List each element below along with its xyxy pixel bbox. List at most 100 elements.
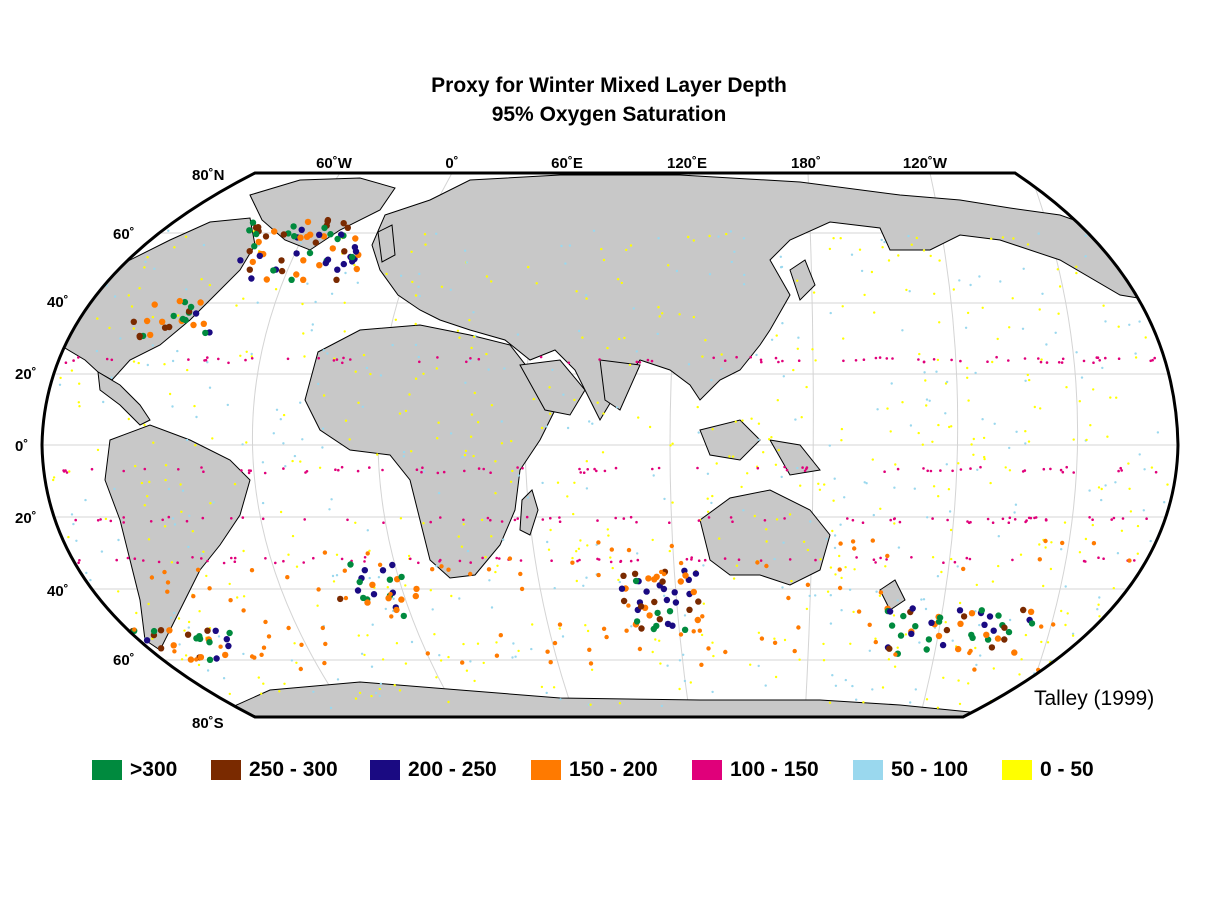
observation-dot <box>335 358 339 361</box>
observation-dot <box>335 553 339 556</box>
observation-dot <box>697 559 701 562</box>
observation-dot <box>370 694 373 698</box>
observation-dot <box>984 636 992 643</box>
observation-dot <box>332 359 336 362</box>
observation-dot <box>969 283 972 287</box>
observation-dot <box>205 574 208 578</box>
observation-dot <box>729 230 732 233</box>
observation-dot <box>663 497 666 501</box>
observation-dot <box>915 236 918 240</box>
observation-dot <box>1084 234 1088 237</box>
observation-dot <box>922 249 926 252</box>
observation-dot <box>604 634 609 640</box>
observation-dot <box>136 332 143 340</box>
observation-dot <box>422 470 426 473</box>
observation-dot <box>585 487 589 490</box>
observation-dot <box>188 514 191 517</box>
observation-dot <box>668 521 671 524</box>
observation-dot <box>361 567 368 574</box>
observation-dot <box>275 408 279 411</box>
observation-dot <box>102 400 105 404</box>
observation-dot <box>52 476 56 479</box>
observation-dot <box>1026 243 1030 246</box>
observation-dot <box>293 271 300 278</box>
observation-dot <box>1001 636 1008 643</box>
observation-dot <box>302 332 305 335</box>
observation-dot <box>741 419 744 422</box>
observation-dot <box>465 669 469 672</box>
observation-dot <box>283 682 286 685</box>
observation-dot <box>618 585 626 592</box>
observation-dot <box>460 545 464 548</box>
observation-dot <box>925 698 929 701</box>
observation-dot <box>411 280 414 284</box>
observation-dot <box>166 323 173 331</box>
observation-dot <box>132 627 137 632</box>
observation-dot <box>712 654 715 658</box>
observation-dot <box>379 567 387 574</box>
observation-dot <box>274 561 277 565</box>
observation-dot <box>1013 518 1017 521</box>
observation-dot <box>1027 608 1035 615</box>
observation-dot <box>858 248 862 251</box>
observation-dot <box>402 455 405 458</box>
observation-dot <box>589 703 592 706</box>
observation-dot <box>1130 673 1133 676</box>
observation-dot <box>720 353 723 356</box>
observation-dot <box>566 495 569 498</box>
observation-dot <box>831 674 834 677</box>
observation-dot <box>482 661 485 665</box>
observation-dot <box>972 667 977 672</box>
observation-dot <box>1021 327 1025 330</box>
observation-dot <box>1114 481 1117 484</box>
observation-dot <box>264 557 267 560</box>
observation-dot <box>896 599 899 602</box>
observation-dot <box>562 393 565 396</box>
observation-dot <box>334 266 341 273</box>
observation-dot <box>143 504 146 507</box>
legend: >300 250 - 300 200 - 250 150 - 200 100 -… <box>0 757 1218 787</box>
observation-dot <box>512 642 515 645</box>
legend-label: >300 <box>130 758 178 781</box>
observation-dot <box>333 276 340 283</box>
observation-dot <box>195 415 198 419</box>
observation-dot <box>1064 623 1067 627</box>
observation-dot <box>400 612 407 620</box>
observation-dot <box>618 337 621 341</box>
observation-dot <box>606 528 609 531</box>
observation-dot <box>1073 656 1079 662</box>
observation-dot <box>357 634 360 637</box>
observation-dot <box>592 229 596 232</box>
observation-dot <box>1084 255 1087 258</box>
observation-dot <box>469 561 473 564</box>
observation-dot <box>195 567 201 572</box>
observation-dot <box>1143 579 1148 585</box>
observation-dot <box>651 576 658 583</box>
observation-dot <box>173 246 176 249</box>
observation-dot <box>389 614 394 619</box>
observation-dot <box>1004 466 1007 469</box>
observation-dot <box>863 481 866 484</box>
observation-dot <box>316 604 319 607</box>
observation-dot <box>887 658 891 661</box>
observation-dot <box>672 599 680 606</box>
observation-dot <box>378 694 381 698</box>
observation-dot <box>1024 633 1028 637</box>
observation-dot <box>838 554 841 558</box>
observation-dot <box>878 590 884 595</box>
observation-dot <box>873 639 878 645</box>
observation-dot <box>146 256 149 259</box>
observation-dot <box>733 250 736 253</box>
chart-title: Proxy for Winter Mixed Layer Depth <box>431 74 787 97</box>
observation-dot <box>825 537 828 541</box>
observation-dot <box>550 559 553 562</box>
observation-dot <box>848 588 852 591</box>
observation-dot <box>490 404 494 407</box>
observation-dot <box>982 436 986 440</box>
observation-dot <box>1027 440 1031 443</box>
observation-dot <box>986 517 990 521</box>
observation-dot <box>490 606 494 609</box>
observation-dot <box>227 361 230 365</box>
observation-dot <box>596 557 599 561</box>
observation-dot <box>356 469 360 473</box>
